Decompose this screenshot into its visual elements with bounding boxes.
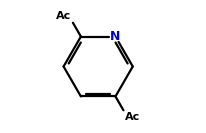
Text: N: N (110, 30, 120, 43)
Text: Ac: Ac (56, 11, 71, 21)
Text: Ac: Ac (124, 112, 139, 122)
